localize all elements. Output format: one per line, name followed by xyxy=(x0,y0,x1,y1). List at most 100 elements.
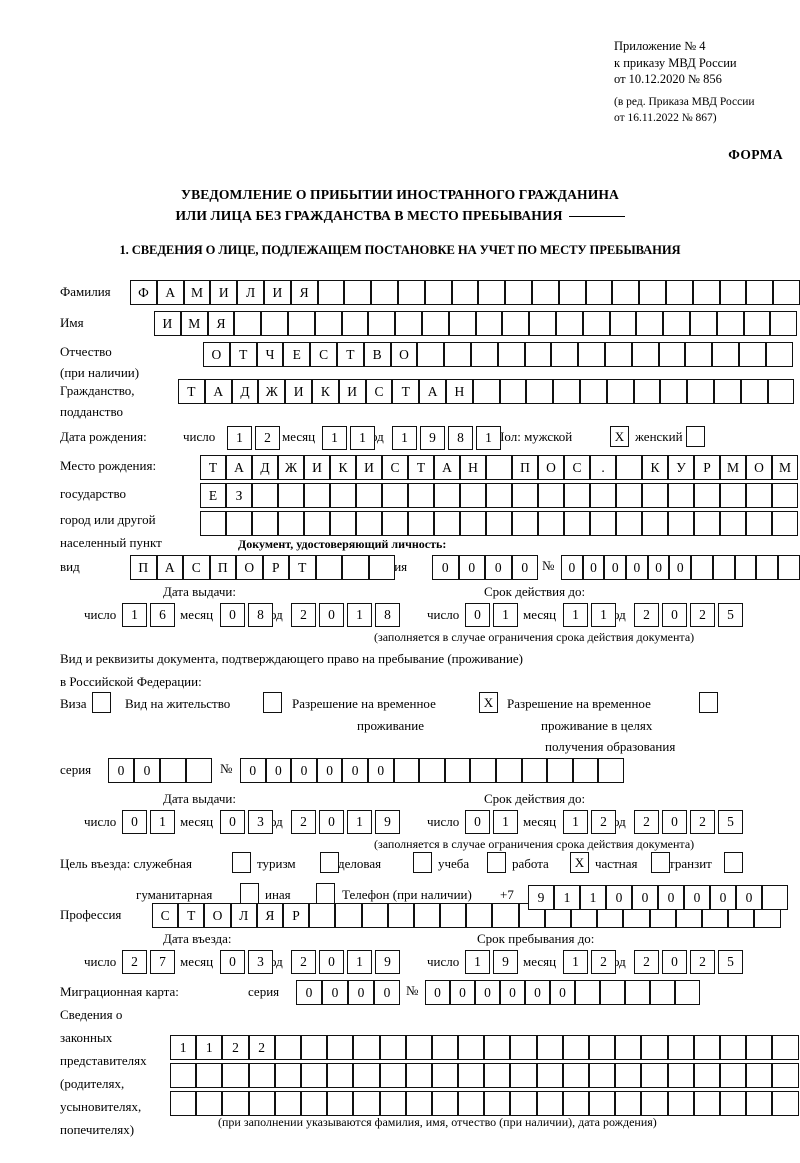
char-cell[interactable] xyxy=(327,1035,354,1060)
char-cell[interactable] xyxy=(382,483,408,508)
char-cell[interactable] xyxy=(615,1035,642,1060)
char-cell[interactable] xyxy=(590,511,616,536)
char-cell[interactable]: 0 xyxy=(632,885,658,910)
char-cell[interactable] xyxy=(460,483,486,508)
char-cell[interactable] xyxy=(633,379,661,404)
char-cell[interactable] xyxy=(248,1091,275,1116)
char-cell[interactable] xyxy=(252,483,278,508)
char-cell[interactable] xyxy=(772,1035,799,1060)
char-cell[interactable] xyxy=(484,1091,511,1116)
char-cell[interactable] xyxy=(170,1063,197,1088)
char-cell[interactable] xyxy=(743,311,771,336)
char-cell[interactable]: 0 xyxy=(736,885,762,910)
char-cell[interactable]: П xyxy=(512,455,538,480)
checkbox-purpose-private[interactable] xyxy=(651,852,670,873)
char-cell[interactable]: 0 xyxy=(626,555,648,580)
char-cell[interactable] xyxy=(317,280,345,305)
char-cell[interactable]: Ж xyxy=(278,455,304,480)
char-cell[interactable]: Т xyxy=(178,903,205,928)
char-cell[interactable]: К xyxy=(330,455,356,480)
char-cell[interactable]: Д xyxy=(252,455,278,480)
char-cell[interactable] xyxy=(478,280,506,305)
char-cell[interactable] xyxy=(304,483,330,508)
char-cell[interactable]: М xyxy=(183,280,211,305)
char-cell[interactable]: 1 xyxy=(591,603,616,627)
char-cell[interactable] xyxy=(578,342,605,367)
char-cell[interactable]: 3 xyxy=(248,810,273,834)
char-cell[interactable] xyxy=(448,311,476,336)
char-cell[interactable] xyxy=(582,311,610,336)
char-cell[interactable] xyxy=(368,311,396,336)
char-cell[interactable] xyxy=(466,903,493,928)
char-cell[interactable] xyxy=(451,280,479,305)
char-cell[interactable]: Ж xyxy=(258,379,286,404)
char-cell[interactable] xyxy=(615,1091,642,1116)
char-cell[interactable] xyxy=(408,511,434,536)
char-cell[interactable] xyxy=(387,903,414,928)
char-cell[interactable]: О xyxy=(746,455,772,480)
char-cell[interactable] xyxy=(693,1035,720,1060)
char-cell[interactable] xyxy=(486,511,512,536)
char-cell[interactable] xyxy=(665,280,693,305)
char-cell[interactable] xyxy=(663,311,690,336)
char-cell[interactable]: 0 xyxy=(662,950,687,974)
char-cell[interactable] xyxy=(604,342,632,367)
char-cell[interactable] xyxy=(773,280,800,305)
char-cell[interactable] xyxy=(642,483,668,508)
char-cell[interactable] xyxy=(687,379,714,404)
char-cell[interactable] xyxy=(512,511,538,536)
char-cell[interactable] xyxy=(315,555,342,580)
char-cell[interactable] xyxy=(650,980,675,1005)
char-cell[interactable] xyxy=(589,1063,616,1088)
char-cell[interactable]: 2 xyxy=(248,1035,275,1060)
char-cell[interactable] xyxy=(499,379,527,404)
char-cell[interactable]: 5 xyxy=(718,603,743,627)
char-cell[interactable]: 9 xyxy=(493,950,518,974)
char-cell[interactable]: 0 xyxy=(319,950,344,974)
char-cell[interactable]: К xyxy=(311,379,339,404)
char-cell[interactable]: 2 xyxy=(634,950,659,974)
char-cell[interactable]: И xyxy=(338,379,366,404)
char-cell[interactable]: Е xyxy=(283,342,311,367)
char-cell[interactable] xyxy=(444,342,471,367)
char-cell[interactable]: О xyxy=(204,903,231,928)
char-cell[interactable]: 0 xyxy=(348,980,374,1005)
char-cell[interactable]: 1 xyxy=(563,810,588,834)
char-cell[interactable]: 0 xyxy=(316,758,343,783)
birth-place-cells-3[interactable] xyxy=(200,511,798,536)
char-cell[interactable]: 1 xyxy=(493,603,518,627)
char-cell[interactable] xyxy=(668,483,694,508)
char-cell[interactable]: С xyxy=(310,342,337,367)
char-cell[interactable]: М xyxy=(720,455,746,480)
char-cell[interactable] xyxy=(536,1035,563,1060)
char-cell[interactable]: Р xyxy=(694,455,720,480)
char-cell[interactable] xyxy=(606,379,634,404)
char-cell[interactable]: 0 xyxy=(458,555,485,580)
char-cell[interactable] xyxy=(327,1063,354,1088)
char-cell[interactable]: 1 xyxy=(563,950,588,974)
char-cell[interactable]: 0 xyxy=(425,980,450,1005)
char-cell[interactable] xyxy=(716,311,744,336)
char-cell[interactable]: О xyxy=(390,342,418,367)
char-cell[interactable] xyxy=(419,758,445,783)
char-cell[interactable] xyxy=(572,758,599,783)
char-cell[interactable] xyxy=(521,758,548,783)
char-cell[interactable] xyxy=(734,555,757,580)
char-cell[interactable] xyxy=(609,311,637,336)
char-cell[interactable]: 0 xyxy=(511,555,538,580)
char-cell[interactable] xyxy=(598,758,624,783)
char-cell[interactable]: А xyxy=(156,280,184,305)
char-cell[interactable] xyxy=(590,483,616,508)
char-cell[interactable]: 5 xyxy=(718,950,743,974)
char-cell[interactable] xyxy=(341,311,369,336)
char-cell[interactable]: 1 xyxy=(493,810,518,834)
